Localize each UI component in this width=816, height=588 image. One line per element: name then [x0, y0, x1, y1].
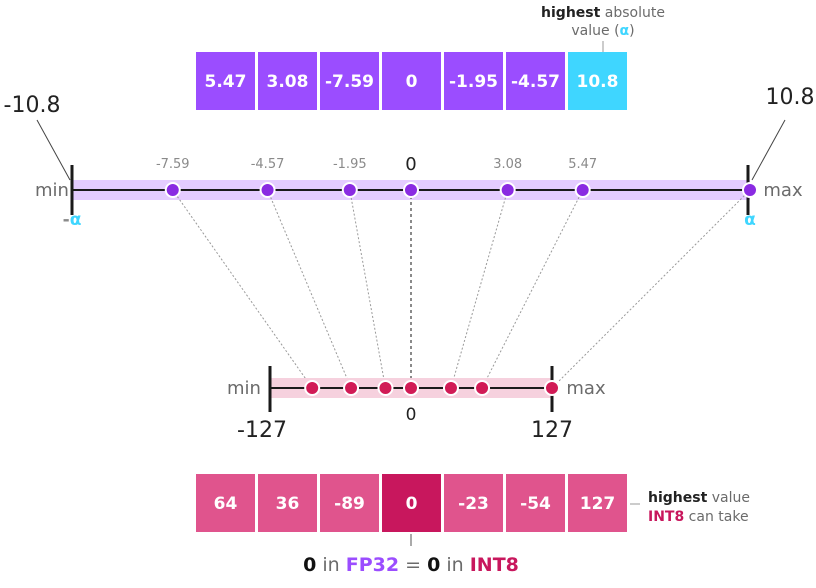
fp32-cell: -1.95: [444, 52, 503, 110]
int8-point: [304, 380, 321, 396]
int8-point: [442, 380, 459, 396]
int8-cell: 127: [568, 474, 627, 532]
int8-right-value: 127: [531, 418, 573, 443]
absolute-text: absolute: [600, 5, 665, 21]
int8-cell: -54: [506, 474, 565, 532]
highest-absolute-note-line2: value (α): [571, 23, 634, 39]
fp32-point-label: -4.57: [251, 157, 285, 172]
fp32-point-label: 3.08: [493, 157, 522, 172]
fp32-right-value: 10.8: [766, 85, 815, 110]
int8-points: [304, 380, 560, 396]
int8-point: [403, 380, 419, 396]
fp32-cell-value: -7.59: [325, 72, 374, 92]
fp32-cell: 10.8: [568, 52, 627, 110]
fp32-cell: 5.47: [196, 52, 255, 110]
fp32-cell-box: [258, 52, 317, 110]
int8-highest-note: highest value: [648, 490, 750, 506]
int8-cell: 64: [196, 474, 255, 532]
int8-point: [544, 380, 560, 396]
fp32-point: [574, 182, 591, 198]
fp32-cell: -7.59: [320, 52, 379, 110]
fp32-cell: 3.08: [258, 52, 317, 110]
int8-cell-value: 127: [580, 494, 616, 514]
int8-cell-value: 0: [406, 494, 418, 514]
fp32-cell-box: [382, 52, 441, 110]
fp32-left-pointer: [36, 119, 71, 181]
zero-equivalence-caption: 0 in FP32 = 0 in INT8: [303, 554, 519, 576]
int8-max-label: max: [566, 378, 606, 399]
int8-cell-box: [444, 474, 503, 532]
fp32-point-label: 0: [405, 154, 416, 175]
mapping-line: [267, 189, 352, 389]
fp32-point: [259, 182, 276, 198]
fp32-cell-value: 5.47: [205, 72, 247, 92]
int8-cell-value: -89: [334, 494, 365, 514]
int8-point: [474, 380, 491, 396]
fp32-cell-value: 3.08: [267, 72, 309, 92]
fp32-cell-value: -4.57: [511, 72, 560, 92]
fp32-cell-box: [444, 52, 503, 110]
alpha-label: α: [744, 210, 756, 230]
mapping-line: [450, 189, 509, 389]
neg-alpha-label: -α: [63, 210, 82, 230]
int8-cell: 0: [382, 474, 441, 532]
fp32-cell-box: [320, 52, 379, 110]
fp32-cell-value: 10.8: [577, 72, 619, 92]
highest-bold: highest: [541, 5, 601, 21]
int8-min-label: min: [227, 378, 261, 399]
fp32-cell-box: [568, 52, 627, 110]
fp32-cell-value: 0: [406, 72, 418, 92]
mapping-line: [172, 189, 313, 389]
fp32-points: -7.59 -4.57 -1.95 0 3.08 5.47: [156, 154, 758, 198]
fp32-values-row: 5.47 3.08 -7.59 0 -1.95 -4.57 10.8: [196, 52, 627, 110]
int8-highest-note-line2: INT8 can take: [648, 509, 749, 525]
int8-cell-box: [196, 474, 255, 532]
int8-cell-value: -23: [458, 494, 489, 514]
fp32-point: [403, 182, 419, 198]
fp32-cell-box: [196, 52, 255, 110]
mapping-line: [551, 189, 751, 389]
int8-cell: -89: [320, 474, 379, 532]
int8-cell-value: 64: [214, 494, 238, 514]
fp32-point: [499, 182, 516, 198]
mapping-line: [349, 189, 386, 389]
fp32-point-label: 5.47: [568, 157, 597, 172]
int8-left-value: -127: [237, 418, 287, 443]
int8-cell-value: -54: [520, 494, 551, 514]
fp32-cell: 0: [382, 52, 441, 110]
fp32-max-point: [742, 182, 758, 198]
int8-point: [343, 380, 360, 396]
int8-values-row: 64 36 -89 0 -23 -54 127: [196, 474, 627, 532]
int8-cell-box: [258, 474, 317, 532]
int8-cell-box: [568, 474, 627, 532]
fp32-min-label: min: [35, 180, 69, 201]
int8-cell-box: [506, 474, 565, 532]
int8-zero-label: 0: [406, 405, 417, 425]
fp32-left-value: -10.8: [4, 93, 61, 118]
int8-cell-box: [320, 474, 379, 532]
highest-absolute-note: highest absolute: [541, 5, 665, 21]
fp32-point: [341, 182, 358, 198]
fp32-point: [164, 182, 181, 198]
fp32-right-pointer: [751, 119, 786, 181]
fp32-cell-value: -1.95: [449, 72, 498, 92]
int8-point: [377, 380, 394, 396]
fp32-max-label: max: [763, 180, 803, 201]
fp32-cell: -4.57: [506, 52, 565, 110]
int8-cell: -23: [444, 474, 503, 532]
mapping-line: [481, 189, 584, 389]
mapping-connectors: [172, 189, 751, 389]
fp32-cell-box: [506, 52, 565, 110]
fp32-point-label: -7.59: [156, 157, 190, 172]
fp32-point-label: -1.95: [333, 157, 367, 172]
int8-cell: 36: [258, 474, 317, 532]
int8-cell-box: [382, 474, 441, 532]
int8-cell-value: 36: [276, 494, 300, 514]
